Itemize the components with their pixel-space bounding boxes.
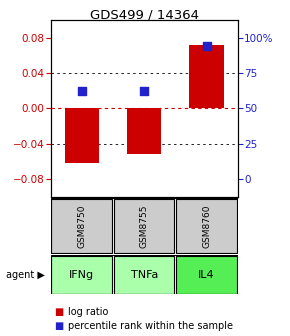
Text: IL4: IL4	[198, 270, 215, 280]
FancyBboxPatch shape	[51, 256, 112, 294]
Bar	[65, 109, 99, 163]
Text: GSM8760: GSM8760	[202, 204, 211, 248]
Bar	[189, 45, 224, 109]
Text: TNFa: TNFa	[130, 270, 158, 280]
Text: percentile rank within the sample: percentile rank within the sample	[68, 321, 233, 331]
Text: GSM8755: GSM8755	[140, 204, 149, 248]
Bar	[127, 109, 162, 154]
Point	[79, 89, 84, 94]
Text: log ratio: log ratio	[68, 307, 108, 317]
FancyBboxPatch shape	[114, 256, 174, 294]
FancyBboxPatch shape	[114, 199, 174, 253]
Point	[142, 89, 146, 94]
Text: ■: ■	[54, 321, 63, 331]
FancyBboxPatch shape	[51, 199, 112, 253]
Text: IFNg: IFNg	[69, 270, 95, 280]
Point	[204, 44, 209, 49]
Text: GSM8750: GSM8750	[77, 204, 86, 248]
FancyBboxPatch shape	[176, 199, 237, 253]
Text: agent ▶: agent ▶	[6, 270, 45, 280]
Text: GDS499 / 14364: GDS499 / 14364	[90, 9, 200, 22]
FancyBboxPatch shape	[176, 256, 237, 294]
Text: ■: ■	[54, 307, 63, 317]
